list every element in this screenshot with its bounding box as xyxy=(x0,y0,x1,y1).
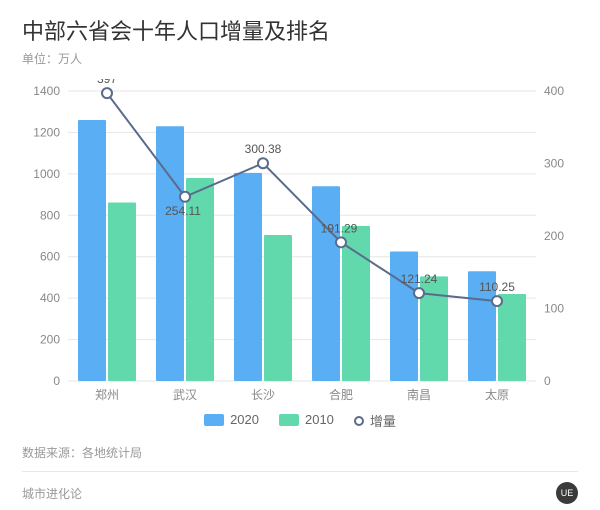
svg-text:400: 400 xyxy=(544,84,564,98)
svg-text:800: 800 xyxy=(40,208,60,222)
svg-text:300.38: 300.38 xyxy=(245,142,282,156)
svg-text:南昌: 南昌 xyxy=(407,387,431,402)
brand-text: 城市进化论 xyxy=(22,485,82,502)
svg-text:200: 200 xyxy=(40,333,60,347)
brand-logo-icon: UE xyxy=(556,482,578,504)
svg-text:1400: 1400 xyxy=(33,84,60,98)
svg-text:254.11: 254.11 xyxy=(165,204,201,218)
svg-text:121.24: 121.24 xyxy=(401,272,438,286)
svg-text:1000: 1000 xyxy=(33,167,60,181)
svg-text:太原: 太原 xyxy=(485,387,509,402)
chart-card: 中部六省会十年人口增量及排名 单位：万人 0200400600800100012… xyxy=(0,0,600,510)
svg-text:100: 100 xyxy=(544,302,564,316)
svg-text:191.29: 191.29 xyxy=(321,221,358,235)
chart-legend: 2020 2010 增量 xyxy=(0,411,600,430)
source-value: 各地统计局 xyxy=(82,446,142,460)
svg-text:武汉: 武汉 xyxy=(173,388,197,402)
svg-text:397: 397 xyxy=(97,79,117,86)
svg-text:0: 0 xyxy=(544,374,551,388)
legend-item: 2020 xyxy=(204,412,259,427)
data-source: 数据来源：各地统计局 xyxy=(0,430,600,461)
footer-brand-row: 城市进化论 UE xyxy=(0,472,600,504)
svg-text:1200: 1200 xyxy=(33,125,60,139)
svg-text:300: 300 xyxy=(544,157,564,171)
source-label: 数据来源： xyxy=(22,446,82,460)
svg-text:200: 200 xyxy=(544,229,564,243)
legend-item: 增量 xyxy=(354,411,396,430)
svg-text:合肥: 合肥 xyxy=(329,387,353,402)
svg-text:长沙: 长沙 xyxy=(251,388,275,402)
svg-text:400: 400 xyxy=(40,291,60,305)
svg-text:郑州: 郑州 xyxy=(95,387,119,402)
legend-item: 2010 xyxy=(279,412,334,427)
svg-text:110.25: 110.25 xyxy=(479,280,515,294)
chart-title: 中部六省会十年人口增量及排名 xyxy=(0,0,600,50)
chart-plot-area: 0 200 400 600 800 1000 1200 1400 0 100 200 300 400 郑州… xyxy=(20,79,580,409)
svg-text:0: 0 xyxy=(53,374,60,388)
chart-svg: 0 200 400 600 800 1000 1200 1400 0 100 200 300 400 郑州… xyxy=(20,79,580,409)
chart-subtitle: 单位：万人 xyxy=(0,50,600,67)
svg-text:600: 600 xyxy=(40,250,60,264)
